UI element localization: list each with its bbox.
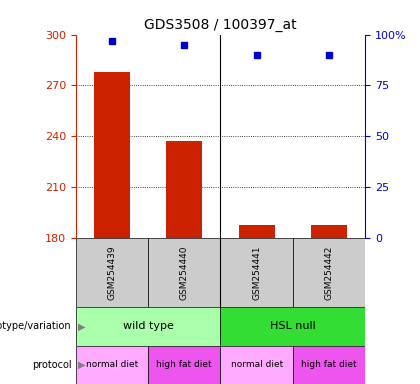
Title: GDS3508 / 100397_at: GDS3508 / 100397_at bbox=[144, 18, 297, 32]
Bar bbox=[76, 346, 148, 384]
Bar bbox=[94, 72, 130, 238]
Text: ▶: ▶ bbox=[78, 321, 85, 331]
Bar bbox=[76, 307, 220, 346]
Text: ▶: ▶ bbox=[78, 360, 85, 370]
Bar bbox=[293, 238, 365, 307]
Text: wild type: wild type bbox=[123, 321, 173, 331]
Bar bbox=[148, 238, 221, 307]
Text: normal diet: normal diet bbox=[86, 360, 138, 369]
Bar bbox=[239, 225, 275, 238]
Bar bbox=[220, 346, 293, 384]
Bar bbox=[293, 346, 365, 384]
Bar bbox=[166, 141, 202, 238]
Bar bbox=[220, 238, 293, 307]
Text: genotype/variation: genotype/variation bbox=[0, 321, 71, 331]
Text: protocol: protocol bbox=[32, 360, 71, 370]
Bar bbox=[148, 346, 221, 384]
Bar bbox=[220, 307, 365, 346]
Text: high fat diet: high fat diet bbox=[157, 360, 212, 369]
Text: HSL null: HSL null bbox=[270, 321, 316, 331]
Bar bbox=[311, 225, 347, 238]
Text: GSM254442: GSM254442 bbox=[325, 245, 333, 300]
Text: GSM254439: GSM254439 bbox=[108, 245, 116, 300]
Text: GSM254440: GSM254440 bbox=[180, 245, 189, 300]
Bar bbox=[76, 238, 148, 307]
Text: normal diet: normal diet bbox=[231, 360, 283, 369]
Text: high fat diet: high fat diet bbox=[302, 360, 357, 369]
Text: GSM254441: GSM254441 bbox=[252, 245, 261, 300]
